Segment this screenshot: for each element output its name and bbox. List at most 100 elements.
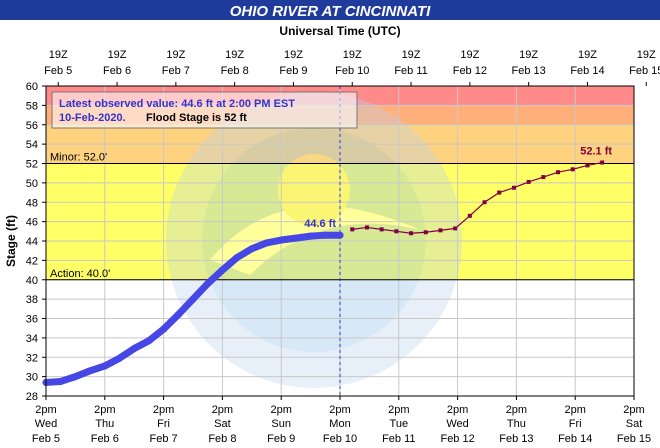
observed-point [263, 239, 270, 247]
bottom-tick-time: 2pm [329, 404, 350, 416]
noaa-logo-watermark [166, 92, 462, 388]
observed-point [336, 231, 344, 239]
forecast-point [394, 229, 399, 234]
observed-point [101, 362, 109, 370]
forecast-point [379, 227, 384, 232]
y-tick-label: 34 [26, 333, 38, 345]
bottom-tick-day: Tue [390, 418, 409, 430]
forecast-line [352, 161, 603, 234]
observed-point [71, 373, 79, 381]
observed-point [57, 377, 65, 385]
bottom-tick-date: Feb 7 [150, 433, 178, 445]
observed-point [145, 337, 153, 345]
top-tick-hour: 19Z [637, 49, 656, 61]
bottom-tick-time: 2pm [153, 404, 174, 416]
observed-point [204, 280, 212, 288]
bottom-tick-date: Feb 14 [558, 433, 592, 445]
y-tick-label: 54 [26, 139, 38, 151]
observed-point [277, 236, 285, 244]
flood-stage-text: Flood Stage is 52 ft [146, 112, 247, 124]
noaa-logo-inner-disc [202, 128, 426, 352]
top-tick-date: Feb 5 [44, 65, 72, 77]
y-tick-label: 36 [26, 314, 38, 326]
bottom-tick-time: 2pm [506, 404, 527, 416]
forecast-point [541, 175, 546, 180]
bottom-tick-time: 2pm [35, 404, 56, 416]
forecast-point [600, 160, 605, 165]
plot-frame [45, 85, 635, 397]
bottom-tick-day: Thu [95, 418, 114, 430]
noaa-logo-outer-ring [166, 92, 462, 388]
observed-point [116, 354, 123, 362]
bottom-tick-date: Feb 10 [323, 433, 357, 445]
bottom-tick-day: Thu [507, 418, 526, 430]
top-tick-date: Feb 6 [103, 65, 131, 77]
bottom-tick-date: Feb 15 [617, 433, 651, 445]
top-tick-date: Feb 9 [279, 65, 307, 77]
y-tick-label: 44 [26, 236, 38, 248]
top-tick-date: Feb 11 [394, 65, 427, 77]
y-tick-label: 32 [26, 352, 38, 364]
observed-value-label: 44.6 ft [304, 218, 336, 230]
forecast-point [556, 170, 561, 175]
top-tick-hour: 19Z [225, 49, 244, 61]
forecast-point [497, 190, 502, 195]
top-tick-hour: 19Z [49, 49, 68, 61]
top-tick-hour: 19Z [460, 49, 479, 61]
top-tick-hour: 19Z [343, 49, 362, 61]
forecast-point [511, 185, 516, 190]
bottom-tick-day: Sun [271, 418, 291, 430]
observed-point [160, 325, 168, 333]
top-tick-date: Feb 15 [629, 65, 660, 77]
bottom-tick-time: 2pm [270, 404, 291, 416]
stage-series: 44.6 ft 52.1 ft [42, 86, 612, 396]
top-tick-hour: 19Z [402, 49, 421, 61]
top-tick-hour: 19Z [108, 49, 127, 61]
bottom-tick-time: 2pm [388, 404, 409, 416]
forecast-point [364, 225, 369, 230]
forecast-point [482, 200, 487, 205]
top-tick-date: Feb 8 [221, 65, 249, 77]
y-tick-label: 28 [26, 391, 38, 403]
y-tick-label: 50 [26, 178, 38, 190]
y-tick-label: 30 [26, 372, 38, 384]
y-axis-ticks: 28 30 32 34 36 38 40 42 44 46 48 50 52 54 56 58 60 [26, 81, 46, 403]
top-tick-hour: 19Z [519, 49, 538, 61]
observed-point [233, 253, 241, 261]
forecast-point [409, 231, 414, 236]
threshold-label: Action: 40.0' [50, 268, 110, 280]
bottom-tick-day: Fri [569, 418, 582, 430]
bottom-tick-date: Feb 8 [208, 433, 236, 445]
title-bar [0, 0, 660, 20]
top-tick-date: Feb 10 [335, 65, 369, 77]
bottom-tick-day: Wed [446, 418, 468, 430]
y-tick-label: 42 [26, 255, 38, 267]
bottom-tick-date: Feb 12 [440, 433, 474, 445]
forecast-point [467, 213, 472, 218]
forecast-point [438, 228, 443, 233]
forecast-point [350, 227, 355, 232]
forecast-point [570, 167, 575, 172]
observed-point [292, 234, 300, 242]
latest-observed-text: Latest observed value: 44.6 ft at 2:00 P… [59, 98, 295, 110]
bottom-tick-time: 2pm [94, 404, 115, 416]
chart-title: OHIO RIVER AT CINCINNATI [230, 3, 431, 20]
bottom-tick-day: Wed [35, 418, 57, 430]
forecast-point [526, 179, 531, 184]
y-tick-label: 56 [26, 120, 38, 132]
observed-point [248, 245, 256, 253]
noaa-logo-sun [278, 154, 350, 226]
noaa-logo-gull [210, 206, 420, 275]
bottom-tick-date: Feb 13 [499, 433, 533, 445]
y-tick-label: 60 [26, 81, 38, 93]
observed-point [321, 231, 329, 239]
top-tick-date: Feb 14 [570, 65, 604, 77]
observed-point [174, 311, 182, 319]
top-axis-ticks: 19Z Feb 5 19Z Feb 6 19Z Feb 7 19Z Feb 8 19Z Feb 9… [44, 49, 660, 86]
top-tick-date: Feb 7 [162, 65, 190, 77]
bottom-tick-time: 2pm [447, 404, 468, 416]
observed-point [86, 367, 94, 375]
bottom-tick-date: Feb 11 [382, 433, 415, 445]
bottom-tick-day: Sat [626, 418, 643, 430]
observed-point [218, 266, 226, 274]
